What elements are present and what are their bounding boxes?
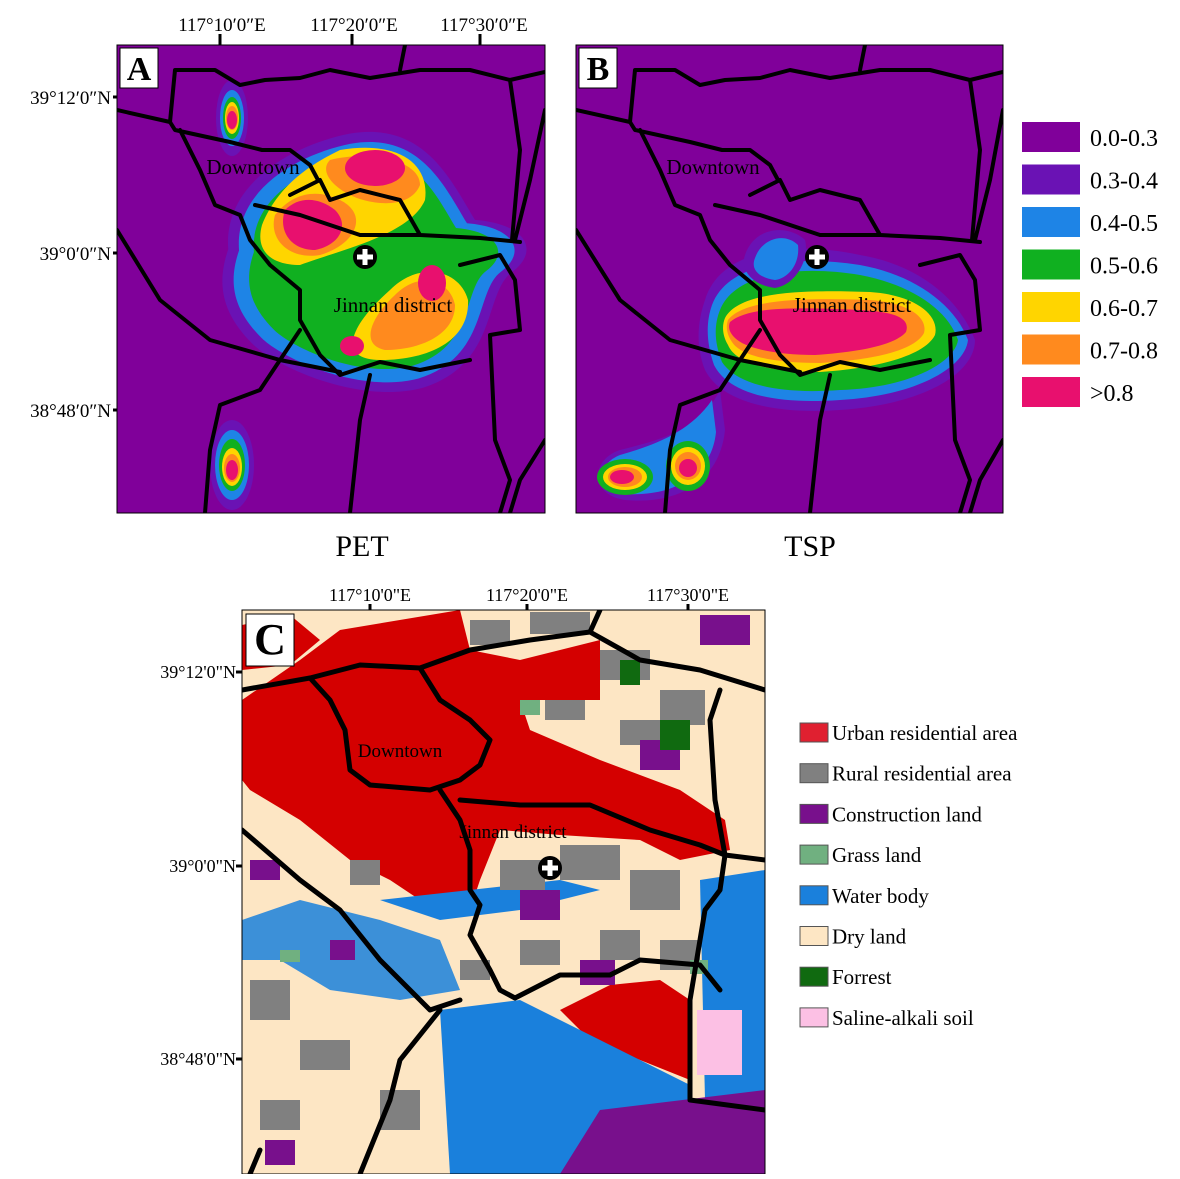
place-name: Jinnan district xyxy=(334,293,453,317)
legend-swatch xyxy=(800,967,828,986)
lat-label: 39°12'0"N xyxy=(160,662,236,682)
legend-swatch xyxy=(1022,292,1080,322)
legend-swatch xyxy=(1022,335,1080,365)
lat-label: 39°12′0″N xyxy=(30,88,111,109)
legend-ab: 0.0-0.3 0.3-0.4 0.4-0.5 0.5-0.6 0.6-0.7 0.7-0… xyxy=(1022,122,1158,407)
legend-label: Rural residential area xyxy=(832,762,1012,786)
legend-swatch xyxy=(1022,250,1080,280)
legend-label: 0.6-0.7 xyxy=(1090,296,1158,322)
legend-label: 0.4-0.5 xyxy=(1090,211,1158,237)
lat-label: 39°0′0″N xyxy=(40,244,112,265)
legend-swatch xyxy=(800,723,828,742)
legend-label: 0.3-0.4 xyxy=(1090,169,1158,195)
lon-label: 117°30′0″E xyxy=(440,15,528,36)
map-c xyxy=(242,610,765,1174)
legend-label: 0.7-0.8 xyxy=(1090,339,1158,365)
place-name: Jinnan district xyxy=(459,822,567,843)
lon-label: 117°10′0″E xyxy=(178,15,266,36)
panel-label: C xyxy=(254,615,286,664)
legend-swatch xyxy=(800,764,828,783)
legend-label: Saline-alkali soil xyxy=(832,1006,974,1030)
legend-label: >0.8 xyxy=(1090,381,1134,407)
legend-swatch xyxy=(1022,377,1080,407)
lat-label: 38°48'0"N xyxy=(160,1049,236,1069)
panel-label: B xyxy=(587,51,610,88)
legend-label: Dry land xyxy=(832,925,907,949)
lon-label: 117°20'0"E xyxy=(486,585,568,605)
panel-label: A xyxy=(127,51,152,88)
map-a xyxy=(117,45,545,513)
panel-caption: PET xyxy=(335,530,388,563)
lat-label: 39°0'0"N xyxy=(169,856,236,876)
lat-label: 38°48′0″N xyxy=(30,401,111,422)
place-name: Downtown xyxy=(206,155,300,179)
legend-swatch xyxy=(1022,207,1080,237)
lon-label: 117°20′0″E xyxy=(310,15,398,36)
place-name: Jinnan district xyxy=(793,293,912,317)
legend-swatch xyxy=(800,804,828,823)
place-name: Downtown xyxy=(358,741,443,762)
legend-label: Urban residential area xyxy=(832,721,1018,745)
legend-swatch xyxy=(1022,165,1080,195)
lon-label: 117°30'0"E xyxy=(647,585,729,605)
legend-swatch xyxy=(1022,122,1080,152)
map-b xyxy=(576,45,1003,513)
place-name: Downtown xyxy=(666,155,760,179)
legend-swatch xyxy=(800,886,828,905)
legend-label: Construction land xyxy=(832,802,982,826)
legend-swatch xyxy=(800,845,828,864)
panel-caption: TSP xyxy=(784,530,836,563)
legend-label: Grass land xyxy=(832,843,922,867)
legend-label: Forrest xyxy=(832,965,892,989)
figure: A B C Downtown Jinnan district Downtown … xyxy=(0,0,1180,1174)
legend-label: Water body xyxy=(832,884,929,908)
lon-label: 117°10'0"E xyxy=(329,585,411,605)
legend-c: Urban residential area Rural residential … xyxy=(800,721,1018,1030)
legend-label: 0.0-0.3 xyxy=(1090,126,1158,152)
legend-swatch xyxy=(800,927,828,946)
legend-label: 0.5-0.6 xyxy=(1090,254,1158,280)
legend-swatch xyxy=(800,1008,828,1027)
page: A B C Downtown Jinnan district Downtown … xyxy=(0,0,1180,1179)
